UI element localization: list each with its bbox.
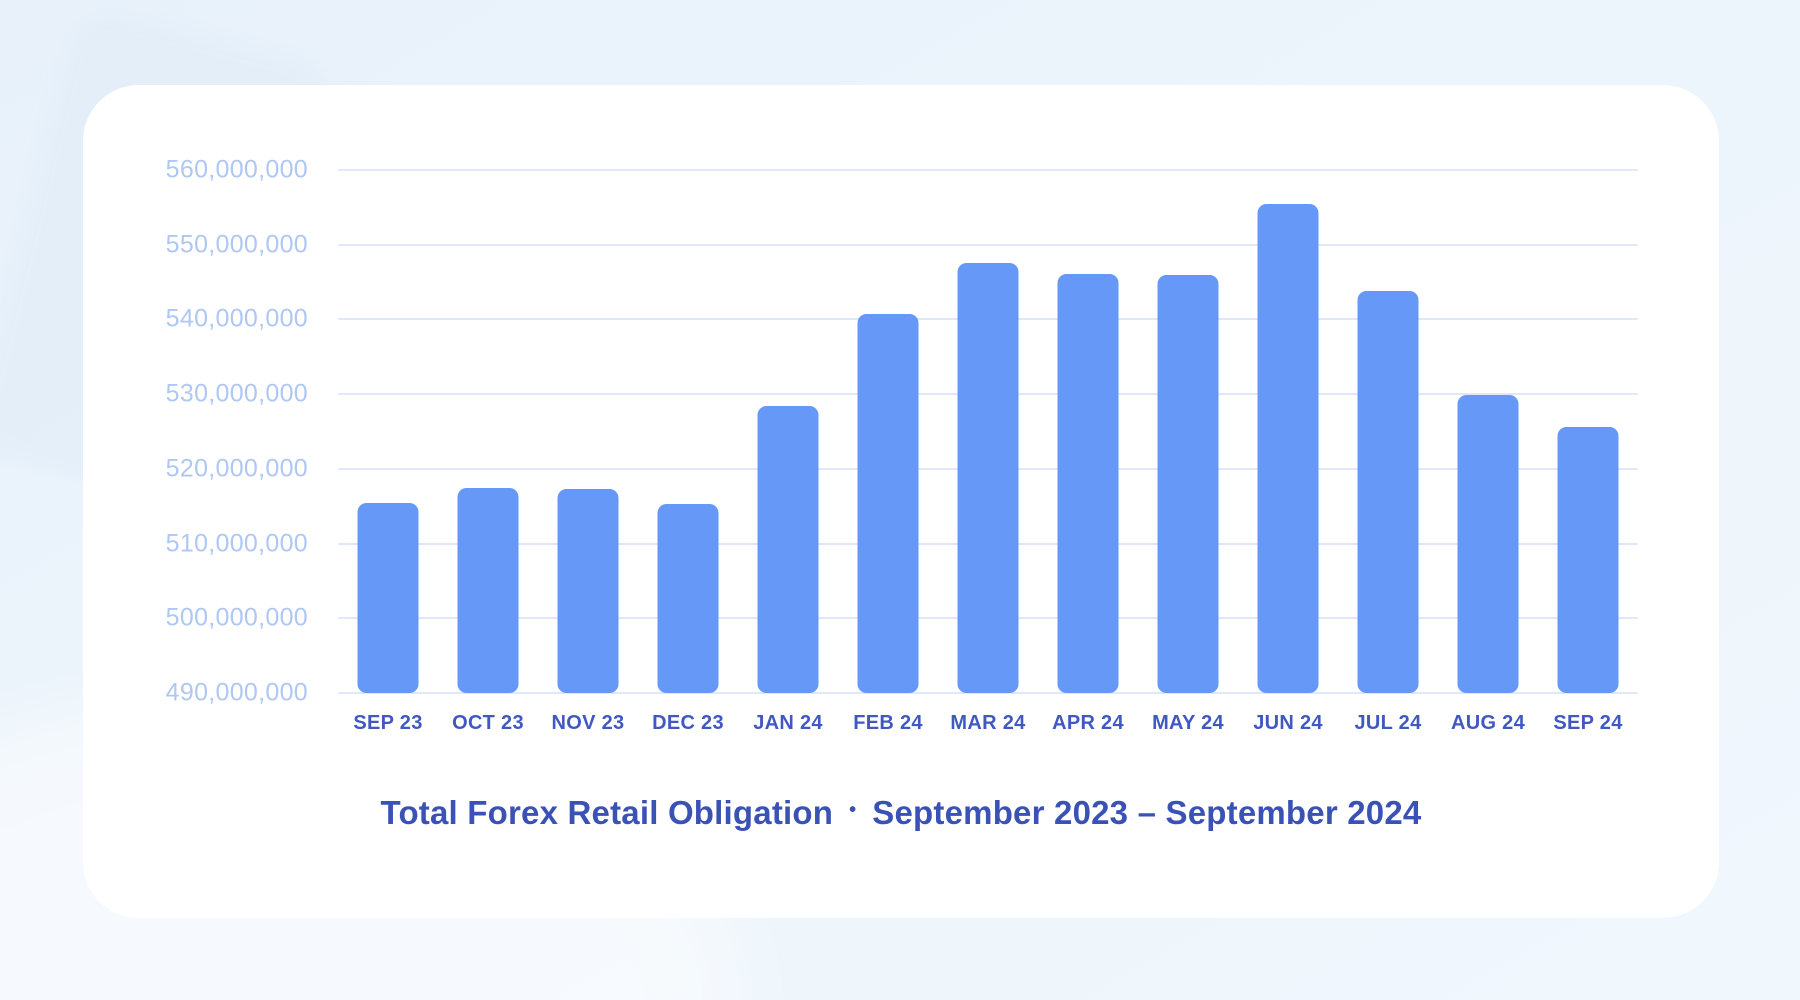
bar-may-24[interactable]: [1157, 274, 1219, 693]
y-axis-tick-label: 530,000,000: [165, 379, 308, 408]
bar-slot: SEP 23: [338, 170, 438, 734]
x-axis-tick-label: APR 24: [1052, 712, 1124, 734]
chart-card: 560,000,000 550,000,000 540,000,000 530,000…: [83, 85, 1719, 918]
bar-jul-24[interactable]: [1357, 291, 1419, 693]
gridline: 490,000,000: [166, 679, 1638, 707]
y-axis-tick-label: 560,000,000: [165, 155, 308, 184]
y-axis-tick-label: 540,000,000: [165, 304, 308, 333]
bar-slot: APR 24: [1038, 170, 1138, 734]
bar-apr-24[interactable]: [1057, 273, 1119, 693]
bar-aug-24[interactable]: [1457, 394, 1519, 693]
bar-feb-24[interactable]: [857, 314, 919, 693]
y-axis-tick-label: 510,000,000: [165, 529, 308, 558]
bar-mar-24[interactable]: [957, 263, 1019, 693]
x-axis-tick-label: AUG 24: [1450, 712, 1526, 734]
bars-row: SEP 23 OCT 23 NOV 23 DEC 23 JAN 24 FEB 24 MAR …: [338, 170, 1638, 734]
x-axis-tick-label: JUL 24: [1354, 712, 1422, 734]
y-axis-tick-label: 520,000,000: [165, 454, 308, 483]
bar-slot: AUG 24: [1438, 170, 1538, 734]
bar-slot: JAN 24: [738, 170, 838, 734]
x-axis-tick-label: FEB 24: [853, 712, 923, 734]
bar-slot: OCT 23: [438, 170, 538, 734]
bar-oct-23[interactable]: [457, 488, 519, 693]
x-axis-tick-label: JAN 24: [753, 712, 823, 734]
bar-slot: MAY 24: [1138, 170, 1238, 734]
bar-slot: FEB 24: [838, 170, 938, 734]
y-axis-tick-label: 550,000,000: [165, 230, 308, 259]
x-axis-tick-label: NOV 23: [551, 712, 625, 734]
x-axis-tick-label: SEP 23: [353, 712, 423, 734]
x-axis-tick-label: JUN 24: [1253, 712, 1323, 734]
caption-separator-dot: •: [849, 798, 857, 821]
chart-caption: Total Forex Retail Obligation • September …: [83, 794, 1719, 832]
bar-slot: NOV 23: [538, 170, 638, 734]
x-axis-tick-label: OCT 23: [452, 712, 524, 734]
bar-slot: JUN 24: [1238, 170, 1338, 734]
bar-slot: JUL 24: [1338, 170, 1438, 734]
gridline: 550,000,000: [166, 230, 1638, 258]
chart-subtitle: September 2023 – September 2024: [872, 794, 1422, 831]
bar-jan-24[interactable]: [757, 406, 819, 693]
bar-nov-23[interactable]: [557, 489, 619, 693]
bar-slot: DEC 23: [638, 170, 738, 734]
x-axis-tick-label: MAY 24: [1152, 712, 1224, 734]
bar-sep-24[interactable]: [1557, 427, 1619, 693]
bar-chart-plot-area: 560,000,000 550,000,000 540,000,000 530,000…: [166, 156, 1638, 734]
bar-slot: SEP 24: [1538, 170, 1638, 734]
bar-slot: MAR 24: [938, 170, 1038, 734]
bar-dec-23[interactable]: [657, 503, 719, 693]
y-axis-tick-label: 500,000,000: [165, 603, 308, 632]
gridline: 560,000,000: [166, 156, 1638, 184]
x-axis-tick-label: SEP 24: [1553, 712, 1623, 734]
bar-jun-24[interactable]: [1257, 203, 1319, 693]
y-axis-tick-label: 490,000,000: [165, 678, 308, 707]
x-axis-tick-label: MAR 24: [950, 712, 1026, 734]
chart-title: Total Forex Retail Obligation: [380, 794, 834, 831]
bar-sep-23[interactable]: [357, 503, 419, 693]
x-axis-tick-label: DEC 23: [652, 712, 724, 734]
